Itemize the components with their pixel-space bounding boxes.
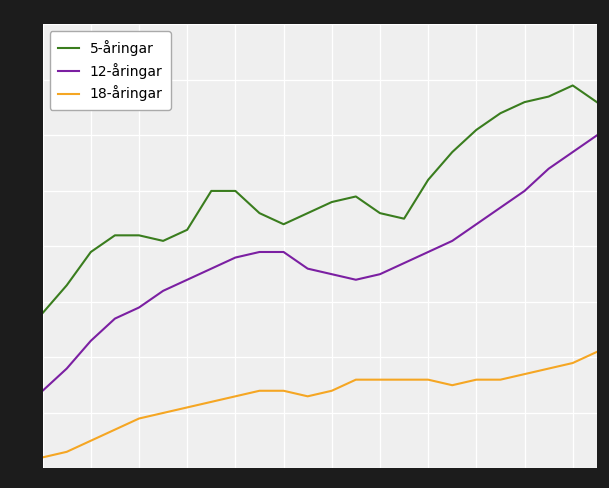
5-åringar: [569, 82, 576, 88]
18-åringar: [593, 349, 600, 355]
12-åringar: [424, 249, 432, 255]
5-åringar: [545, 94, 552, 100]
5-åringar: [87, 249, 94, 255]
12-åringar: [473, 221, 480, 227]
5-åringar: [449, 149, 456, 155]
5-åringar: [183, 227, 191, 233]
Line: 18-åringar: 18-åringar: [43, 352, 597, 457]
12-åringar: [111, 316, 119, 322]
12-åringar: [569, 149, 576, 155]
5-åringar: [39, 310, 46, 316]
18-åringar: [232, 393, 239, 399]
5-åringar: [304, 210, 311, 216]
12-åringar: [87, 338, 94, 344]
12-åringar: [400, 260, 407, 266]
Line: 12-åringar: 12-åringar: [43, 135, 597, 391]
18-åringar: [473, 377, 480, 383]
12-åringar: [208, 265, 215, 271]
5-åringar: [376, 210, 384, 216]
12-åringar: [593, 132, 600, 138]
18-åringar: [39, 454, 46, 460]
18-åringar: [328, 388, 336, 394]
12-åringar: [521, 188, 528, 194]
18-åringar: [569, 360, 576, 366]
18-åringar: [208, 399, 215, 405]
18-åringar: [521, 371, 528, 377]
18-åringar: [183, 405, 191, 410]
5-åringar: [280, 221, 287, 227]
12-åringar: [39, 388, 46, 394]
18-åringar: [400, 377, 407, 383]
5-åringar: [400, 216, 407, 222]
5-åringar: [593, 99, 600, 105]
18-åringar: [87, 438, 94, 444]
12-åringar: [497, 204, 504, 210]
18-åringar: [160, 410, 167, 416]
5-åringar: [424, 177, 432, 183]
5-åringar: [473, 127, 480, 133]
5-åringar: [232, 188, 239, 194]
12-åringar: [328, 271, 336, 277]
18-åringar: [256, 388, 263, 394]
5-åringar: [63, 283, 71, 288]
12-åringar: [304, 265, 311, 271]
18-åringar: [352, 377, 359, 383]
Legend: 5-åringar, 12-åringar, 18-åringar: 5-åringar, 12-åringar, 18-åringar: [49, 31, 171, 110]
5-åringar: [328, 199, 336, 205]
12-åringar: [232, 255, 239, 261]
12-åringar: [135, 305, 143, 310]
5-åringar: [135, 232, 143, 238]
18-åringar: [304, 393, 311, 399]
18-åringar: [545, 366, 552, 371]
12-åringar: [280, 249, 287, 255]
18-åringar: [424, 377, 432, 383]
18-åringar: [63, 449, 71, 455]
5-åringar: [521, 99, 528, 105]
5-åringar: [208, 188, 215, 194]
18-åringar: [376, 377, 384, 383]
18-åringar: [497, 377, 504, 383]
18-åringar: [135, 416, 143, 422]
5-åringar: [497, 110, 504, 116]
5-åringar: [352, 194, 359, 200]
12-åringar: [352, 277, 359, 283]
Line: 5-åringar: 5-åringar: [43, 85, 597, 313]
12-åringar: [160, 288, 167, 294]
5-åringar: [160, 238, 167, 244]
18-åringar: [280, 388, 287, 394]
12-åringar: [256, 249, 263, 255]
5-åringar: [111, 232, 119, 238]
12-åringar: [545, 166, 552, 172]
18-åringar: [111, 427, 119, 432]
12-åringar: [183, 277, 191, 283]
12-åringar: [376, 271, 384, 277]
12-åringar: [449, 238, 456, 244]
12-åringar: [63, 366, 71, 371]
18-åringar: [449, 382, 456, 388]
5-åringar: [256, 210, 263, 216]
